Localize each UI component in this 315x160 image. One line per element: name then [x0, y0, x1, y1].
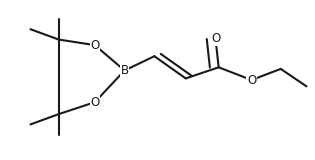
Text: O: O: [247, 73, 256, 87]
Text: B: B: [121, 64, 129, 77]
Text: O: O: [90, 96, 100, 109]
Text: O: O: [90, 39, 100, 52]
Text: O: O: [211, 32, 220, 45]
